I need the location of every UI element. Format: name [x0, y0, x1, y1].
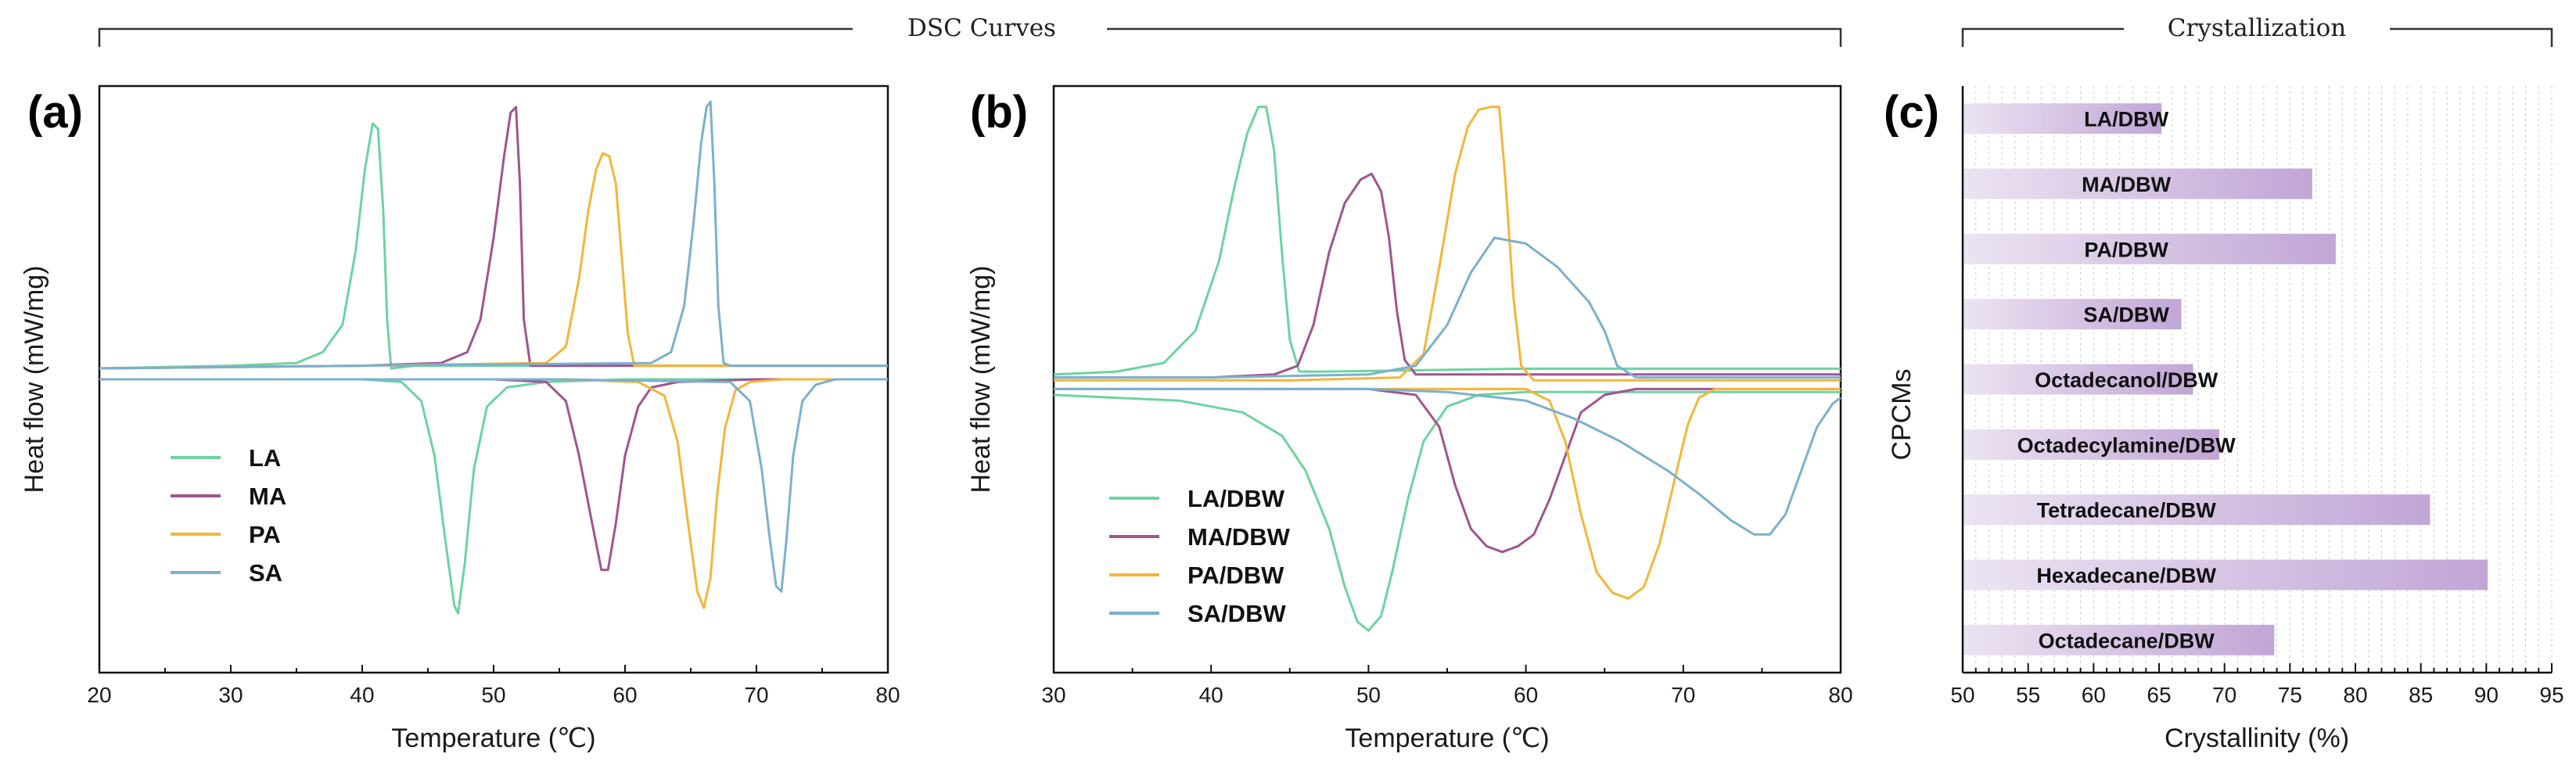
bar-label-tetradecane-dbw: Tetradecane/DBW: [2037, 499, 2217, 522]
bar-label-octadecane-dbw: Octadecane/DBW: [2039, 629, 2215, 652]
x-tick-label: 70: [744, 683, 768, 707]
bar-label-la-dbw: LA/DBW: [2084, 108, 2168, 131]
legend-label-pa-dbw: PA/DBW: [1187, 562, 1284, 589]
panel-label-a: (a): [27, 87, 83, 138]
x-tick-label: 55: [2016, 683, 2040, 707]
bar-label-pa-dbw: PA/DBW: [2084, 238, 2168, 261]
x-tick-label: 85: [2409, 683, 2433, 707]
x-axis-ticks-a: 20 30 40 50 60 70 80: [87, 665, 900, 707]
series-line-pa-dbw-cooling: [1054, 387, 1841, 600]
x-tick-label: 30: [1041, 683, 1065, 707]
x-tick-label: 30: [218, 683, 243, 707]
series-line-la-heating: [99, 122, 888, 370]
series-line-ma-dbw-cooling: [1054, 387, 1841, 554]
bar-label-hexadecane-dbw: Hexadecane/DBW: [2036, 564, 2216, 587]
series-line-sa-heating: [99, 100, 888, 370]
x-tick-label: 70: [1671, 683, 1695, 707]
legend-label-la: LA: [249, 444, 281, 472]
bar-label-ma-dbw: MA/DBW: [2082, 173, 2171, 196]
bar-octadecanol-dbw: [1963, 364, 2193, 395]
x-tick-label: 70: [2212, 683, 2236, 707]
legend-label-la-dbw: LA/DBW: [1187, 485, 1285, 512]
y-axis-title-b: Heat flow (mW/mg): [966, 266, 996, 494]
bar-octadecylamine-dbw: [1963, 429, 2219, 460]
bar-octadecane-dbw: [1963, 624, 2275, 655]
series-line-la-dbw-cooling: [1053, 390, 1841, 632]
x-tick-label: 80: [875, 683, 900, 707]
legend-label-sa: SA: [249, 559, 282, 587]
y-axis-title-a: Heat flow (mW/mg): [20, 266, 49, 494]
bar-label-octadecylamine-dbw: Octadecylamine/DBW: [2017, 433, 2236, 457]
x-tick-label: 60: [613, 683, 637, 707]
group-bracket-dsc: DSC Curves: [98, 11, 1842, 47]
legend-b: LA/DBW MA/DBW PA/DBW SA/DBW: [1109, 485, 1291, 627]
bar-la-dbw: [1963, 103, 2162, 135]
series-line-la-cooling: [99, 378, 888, 615]
legend-label-ma-dbw: MA/DBW: [1187, 523, 1291, 551]
legend-label-sa-dbw: SA/DBW: [1187, 600, 1286, 627]
bar-label-sa-dbw: SA/DBW: [2083, 303, 2169, 327]
legend-label-ma: MA: [249, 483, 286, 510]
x-tick-label: 80: [2343, 683, 2367, 707]
group-bracket-crystallization: Crystallization: [1961, 11, 2553, 47]
x-axis-ticks-b: 30 40 50 60 70 80: [1041, 665, 1853, 707]
x-tick-label: 80: [1828, 683, 1852, 707]
bar-tetradecane-dbw: [1963, 494, 2430, 526]
series-line-pa-dbw-heating: [1054, 106, 1841, 382]
series-line-ma-heating: [99, 106, 888, 370]
x-tick-label: 50: [1356, 683, 1381, 707]
series-line-pa-heating: [99, 152, 888, 370]
bar-ma-dbw: [1963, 168, 2312, 199]
panel-c: (c) LA/DBW MA/DBW PA/DBW SA/DBW Octadecanol/…: [1884, 86, 2564, 753]
x-tick-label: 50: [1950, 683, 1974, 707]
x-tick-label: 60: [2082, 683, 2106, 707]
panel-b: (b) 30 40 50 60 70 80 LA/DBW MA/DBW PA/DBW SA/DB…: [966, 84, 1853, 753]
x-tick-label: 95: [2539, 683, 2563, 707]
x-axis-title-a: Temperature (℃): [391, 723, 595, 753]
x-axis-ticks-c: 50 55 60 65 70 75 80 85 90 95: [1950, 663, 2564, 707]
bar-label-octadecanol-dbw: Octadecanol/DBW: [2035, 368, 2219, 392]
panel-a: (a) 20 30 40 50 60 70 80 LA MA PA SA Temperature …: [20, 84, 900, 753]
series-line-sa-cooling: [99, 378, 888, 593]
x-tick-label: 65: [2147, 683, 2171, 707]
x-tick-label: 40: [350, 683, 374, 707]
x-axis-title-c: Crystallinity (%): [2165, 723, 2349, 753]
legend-label-pa: PA: [249, 521, 281, 548]
panel-label-b: (b): [970, 87, 1028, 138]
bar-sa-dbw: [1963, 299, 2182, 330]
series-line-ma-cooling: [99, 378, 888, 572]
x-tick-label: 90: [2474, 683, 2499, 707]
x-tick-label: 50: [481, 683, 505, 707]
y-axis-title-c: CPCMs: [1887, 368, 1917, 460]
x-tick-label: 60: [1514, 683, 1538, 707]
panel-label-c: (c): [1884, 87, 1939, 138]
series-line-sa-dbw-cooling: [1054, 387, 1841, 536]
bars-c: LA/DBW MA/DBW PA/DBW SA/DBW Octadecanol/DBW O…: [1963, 103, 2488, 655]
bar-pa-dbw: [1963, 233, 2336, 264]
series-line-sa-dbw-heating: [1054, 236, 1841, 379]
series-line-la-dbw-heating: [1053, 106, 1841, 376]
group-title-crystallization: Crystallization: [2168, 14, 2346, 42]
bar-hexadecane-dbw: [1963, 559, 2488, 591]
group-title-dsc: DSC Curves: [907, 14, 1056, 42]
legend-a: LA MA PA SA: [171, 444, 286, 587]
series-line-ma-dbw-heating: [1054, 172, 1841, 379]
x-tick-label: 75: [2278, 683, 2302, 707]
series-lines-b: [1053, 106, 1841, 632]
x-tick-label: 40: [1199, 683, 1223, 707]
series-lines-a: [99, 100, 888, 615]
x-tick-label: 20: [87, 683, 111, 707]
x-axis-title-b: Temperature (℃): [1345, 723, 1549, 753]
